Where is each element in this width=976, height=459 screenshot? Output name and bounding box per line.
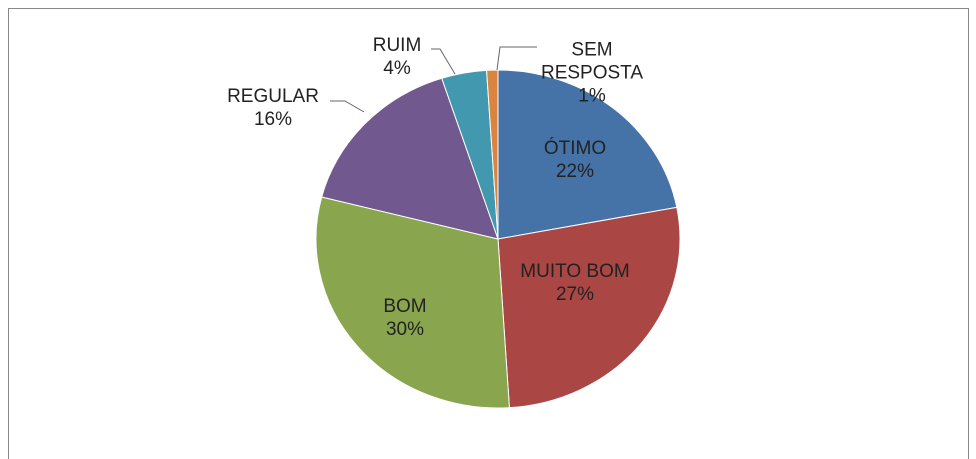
data-label: REGULAR 16% (227, 85, 319, 131)
data-label: BOM 30% (383, 295, 426, 341)
category-label: REGULAR (227, 86, 319, 107)
data-label: ÓTIMO 22% (544, 137, 606, 183)
data-label: RUIM 4% (373, 34, 422, 80)
value-label: 1% (578, 85, 606, 107)
value-label: 4% (383, 58, 411, 79)
leader-line (330, 100, 365, 113)
pie-slice (497, 206, 681, 409)
leader-line (431, 48, 456, 75)
pie-slice (486, 69, 499, 240)
category-label: SEM RESPOSTA (540, 39, 644, 84)
pie-slice (315, 196, 510, 409)
value-label: 16% (253, 109, 293, 130)
category-label: MUITO BOM (520, 261, 630, 282)
category-label: ÓTIMO (543, 138, 607, 159)
value-label: 30% (385, 319, 425, 340)
value-label: 22% (555, 161, 595, 182)
category-label: BOM (383, 296, 427, 317)
value-label: 27% (555, 284, 595, 305)
data-label: MUITO BOM 27% (520, 260, 629, 306)
pie-slice (321, 77, 499, 240)
pie-slice (497, 69, 678, 240)
leader-line (496, 46, 537, 71)
data-label: SEM RESPOSTA 1% (537, 39, 647, 108)
category-label: RUIM (372, 35, 422, 56)
